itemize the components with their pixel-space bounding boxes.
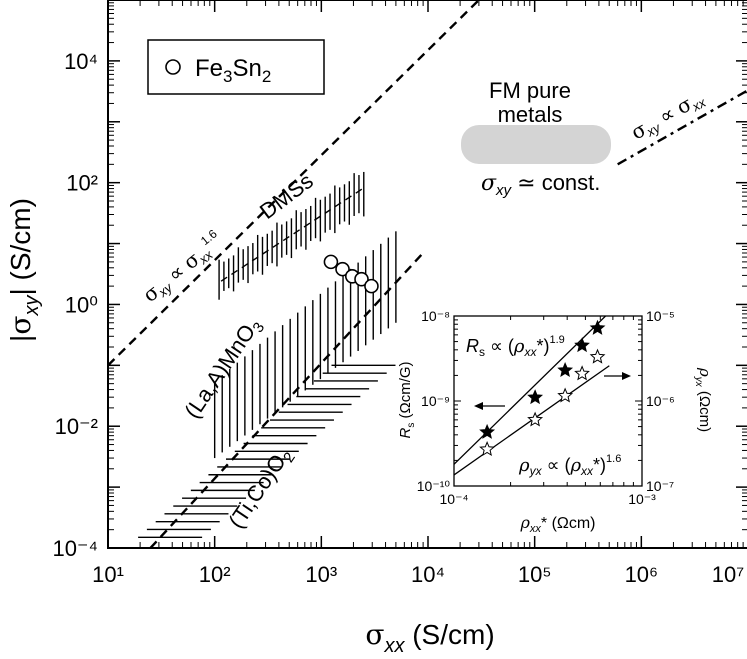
rs-star-point xyxy=(479,423,496,439)
inset-right-tick-label: 10⁻⁶ xyxy=(646,393,675,409)
x-tick-label: 10² xyxy=(199,562,231,587)
arrow-right-icon xyxy=(604,372,631,380)
const-label: σxy ≃ const. xyxy=(481,170,600,199)
x-axis-title: σxx (S/cm) xyxy=(365,618,494,657)
dms-spine-mark xyxy=(293,229,301,235)
dms-spine-mark xyxy=(262,249,269,255)
inset-x-tick-label: 10⁻³ xyxy=(628,491,656,507)
x-tick-label: 10¹ xyxy=(92,562,124,587)
main-lines xyxy=(108,0,747,548)
rs-star-point xyxy=(589,319,606,335)
fe3sn2-points xyxy=(323,254,379,294)
dms-spine-mark xyxy=(324,208,332,215)
inset-x-tick-label: 10⁻⁴ xyxy=(440,491,469,507)
inset-ryx-law: ρyx ∝ (ρxx*)1.6 xyxy=(518,453,621,478)
inset-right-tick-label: 10⁻⁵ xyxy=(646,308,675,324)
reference-line xyxy=(617,89,747,166)
ryx-star-point xyxy=(479,440,496,457)
legend-frame xyxy=(147,39,325,95)
ryx-star-point xyxy=(557,387,574,403)
y-axis-title: |σxy| (S/cm) xyxy=(4,198,43,342)
inset-left-tick-label: 10⁻¹⁰ xyxy=(417,478,451,494)
legend-label: Fe3Sn2 xyxy=(195,55,271,86)
legend: Fe3Sn2 xyxy=(147,39,325,95)
ryx-star-point xyxy=(574,365,590,381)
slope-16-label: σxy ∝ σxx1.6 xyxy=(137,226,229,308)
main-axis-ticks: 10¹ 10² 10³ 10⁴ 10⁵ 10⁶ 10⁷ 10⁻⁴ 10⁻² 10⁰ 10² 10⁴ xyxy=(52,0,747,587)
x-tick-label: 10⁵ xyxy=(518,562,552,587)
x-tick-label: 10³ xyxy=(305,562,337,587)
ryx-star-point xyxy=(589,348,606,364)
inset-left-tick-label: 10⁻⁸ xyxy=(421,308,450,324)
x-tick-label: 10⁶ xyxy=(625,562,659,587)
dms-spine-mark xyxy=(241,263,249,269)
dms-spine-mark xyxy=(313,215,321,221)
dms-spine-mark xyxy=(303,222,311,228)
rs-star-point xyxy=(574,337,590,353)
dms-spine-mark xyxy=(220,276,228,282)
dms-spine-mark xyxy=(272,242,280,248)
arrow-left-icon xyxy=(474,402,505,410)
dms-spine-mark xyxy=(231,269,238,276)
inset-axis-ticks: 10⁻⁴ 10⁻³ 10⁻⁸ 10⁻⁹ 10⁻¹⁰ 10⁻⁵ 10⁻⁶ 10⁻⁷ xyxy=(417,308,675,507)
x-tick-label: 10⁷ xyxy=(712,562,744,587)
dms-spine-mark xyxy=(345,195,352,201)
fm-pure-metals-region xyxy=(461,125,611,164)
x-tick-label: 10⁴ xyxy=(411,562,445,587)
dms-spine-mark xyxy=(355,188,363,194)
inset-right-tick-label: 10⁻⁷ xyxy=(646,478,674,494)
inset-left-title: Rs (Ωcm/G) xyxy=(397,361,417,438)
y-tick-label: 10⁴ xyxy=(64,49,98,74)
reference-line xyxy=(149,252,425,548)
inset-chart: 10⁻⁴ 10⁻³ 10⁻⁸ 10⁻⁹ 10⁻¹⁰ 10⁻⁵ 10⁻⁶ 10⁻⁷ Rs ∝ (… xyxy=(397,306,714,536)
reference-line xyxy=(108,0,480,367)
inset-points xyxy=(479,319,606,457)
fm-label-line1: FM pure xyxy=(489,78,571,103)
inset-right-title: ρyx (Ωcm) xyxy=(693,367,714,432)
region-label-lamno3: (La,A)MnO3 xyxy=(179,313,268,425)
inset-left-tick-label: 10⁻⁹ xyxy=(421,393,450,409)
inset-rs-law: Rs ∝ (ρxx*)1.9 xyxy=(466,334,565,359)
dms-spine-mark xyxy=(251,256,259,262)
fe3sn2-point xyxy=(354,271,369,287)
y-tick-label: 10² xyxy=(66,171,98,196)
y-tick-label: 10⁻² xyxy=(55,414,98,439)
dms-spine-mark xyxy=(334,202,342,208)
dms-spine-mark xyxy=(282,235,290,242)
inset-x-title: ρxx* (Ωcm) xyxy=(519,513,595,535)
legend-marker-open-circle xyxy=(165,59,181,75)
inset-fit-line xyxy=(454,316,607,465)
main-regions xyxy=(138,171,397,538)
fe3sn2-point xyxy=(323,254,339,270)
y-tick-label: 10⁻⁴ xyxy=(52,536,98,561)
ryx-star-point xyxy=(527,411,544,427)
fe3sn2-point xyxy=(335,261,350,277)
y-tick-label: 10⁰ xyxy=(65,292,98,317)
fe3sn2-point xyxy=(364,278,379,294)
rs-star-point xyxy=(527,389,544,405)
rs-star-point xyxy=(557,362,574,377)
fm-label-line2: metals xyxy=(498,102,563,127)
region-label-dms: DMSs xyxy=(255,168,318,224)
slope-linear-label: σxy ∝ σxx xyxy=(627,85,709,146)
